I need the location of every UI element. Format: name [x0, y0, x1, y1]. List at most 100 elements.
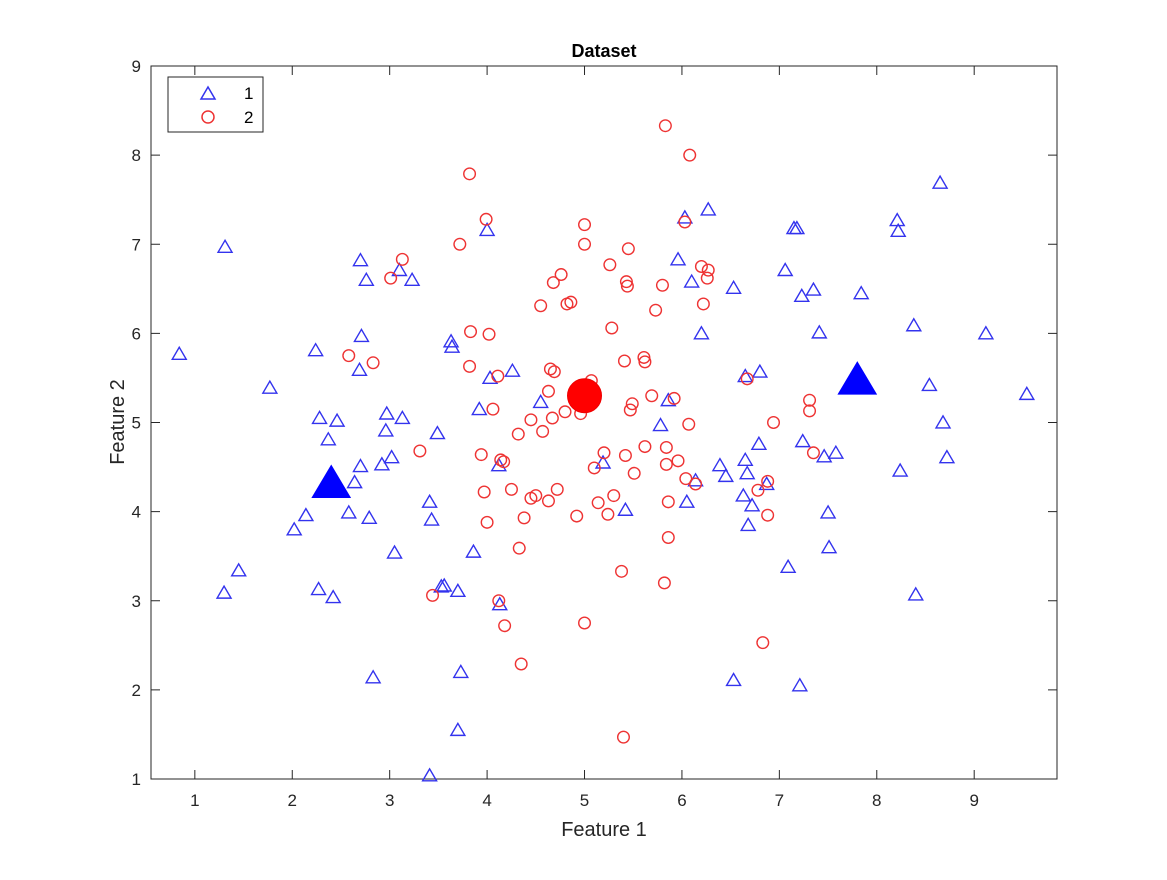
- x-tick-label: 5: [580, 791, 589, 810]
- data-point-series-1: [743, 497, 761, 512]
- data-point-series-2: [545, 411, 559, 425]
- data-point-series-1: [307, 342, 324, 357]
- data-point-series-1: [758, 476, 775, 491]
- centroid-series-1: [311, 464, 352, 499]
- data-point-series-2: [607, 489, 621, 503]
- data-point-series-2: [615, 564, 629, 578]
- data-point-series-2: [578, 616, 592, 630]
- data-point-series-2: [587, 461, 601, 475]
- axes-box: [150, 65, 1058, 780]
- data-point-series-1: [921, 377, 938, 392]
- data-point-series-1: [383, 449, 400, 464]
- data-point-series-2: [541, 384, 555, 398]
- data-point-series-2: [366, 356, 380, 370]
- data-point-series-1: [693, 325, 710, 340]
- data-point-series-1: [905, 317, 923, 332]
- data-point-series-1: [230, 562, 247, 577]
- data-point-series-2: [597, 446, 611, 460]
- data-point-series-2: [657, 576, 671, 590]
- legend-circle-marker: [201, 110, 215, 124]
- data-point-series-1: [738, 465, 756, 480]
- data-point-series-1: [394, 410, 411, 425]
- data-point-series-1: [735, 487, 752, 502]
- data-point-series-1: [750, 435, 768, 450]
- data-point-series-1: [739, 517, 757, 532]
- data-point-series-2: [543, 362, 557, 376]
- data-point-series-1: [889, 222, 907, 237]
- data-point-series-1: [433, 578, 450, 593]
- data-point-series-2: [761, 474, 775, 488]
- data-point-series-1: [285, 521, 303, 536]
- data-point-series-2: [617, 354, 631, 368]
- data-point-series-1: [751, 363, 769, 378]
- x-tick-label: 7: [775, 791, 784, 810]
- data-point-series-2: [756, 636, 770, 650]
- data-point-series-2: [620, 279, 634, 293]
- data-point-series-2: [645, 389, 659, 403]
- data-point-series-2: [658, 119, 672, 133]
- data-point-series-2: [679, 472, 693, 486]
- centroid-markers: [311, 361, 878, 499]
- data-point-series-1: [788, 220, 806, 235]
- data-point-series-1: [815, 448, 833, 463]
- data-point-series-2: [578, 218, 592, 232]
- data-point-series-2: [554, 268, 568, 282]
- data-point-series-1: [700, 201, 717, 216]
- data-point-series-1: [261, 379, 279, 394]
- data-point-series-2: [524, 413, 538, 427]
- data-point-series-1: [297, 507, 315, 522]
- data-point-series-2: [618, 448, 632, 462]
- y-tick-label: 8: [132, 146, 141, 165]
- data-point-series-1: [471, 401, 488, 416]
- data-point-series-2: [623, 403, 637, 417]
- data-point-series-1: [216, 238, 234, 254]
- data-point-series-2: [498, 619, 512, 633]
- data-point-series-2: [740, 372, 754, 386]
- data-point-series-1: [652, 417, 669, 432]
- data-point-series-2: [638, 355, 652, 369]
- data-point-series-1: [391, 262, 408, 277]
- legend: 1 2: [167, 76, 264, 133]
- centroid-series-2: [567, 378, 603, 414]
- y-tick-label: 5: [132, 414, 141, 433]
- data-point-series-1: [678, 493, 696, 508]
- data-point-series-2: [395, 252, 409, 266]
- data-point-series-2: [659, 457, 673, 471]
- data-point-series-2: [426, 588, 440, 602]
- data-point-series-2: [659, 440, 673, 454]
- data-point-series-1: [779, 558, 797, 573]
- data-point-series-1: [811, 324, 828, 339]
- data-point-series-1: [361, 509, 378, 524]
- data-point-series-2: [564, 295, 578, 309]
- legend-triangle-marker: [199, 85, 217, 100]
- data-point-series-2: [803, 393, 817, 407]
- data-point-series-1: [717, 467, 734, 483]
- data-point-series-1: [423, 511, 440, 526]
- data-point-series-1: [436, 577, 453, 592]
- data-point-series-2: [806, 446, 820, 460]
- data-point-series-2: [637, 350, 651, 364]
- data-point-series-2: [479, 212, 493, 226]
- data-point-series-1: [310, 581, 327, 596]
- x-tick-label: 1: [190, 791, 199, 810]
- data-point-series-2: [621, 242, 635, 256]
- data-point-series-2: [655, 278, 669, 292]
- data-point-series-2: [384, 271, 398, 285]
- data-point-series-2: [477, 485, 491, 499]
- data-point-series-2: [661, 495, 675, 509]
- data-point-series-2: [512, 541, 526, 555]
- data-point-series-1: [386, 544, 403, 559]
- data-point-series-1: [793, 287, 810, 303]
- x-tick-label: 4: [482, 791, 491, 810]
- data-point-series-2: [486, 402, 500, 416]
- data-point-series-2: [616, 730, 630, 744]
- y-tick-label: 9: [132, 57, 141, 76]
- data-point-series-1: [324, 589, 342, 604]
- data-point-series-2: [497, 455, 511, 469]
- data-point-series-2: [494, 453, 508, 467]
- data-point-series-2: [683, 148, 697, 162]
- data-point-series-1: [328, 412, 346, 427]
- data-point-series-2: [492, 594, 506, 608]
- x-tick-label: 6: [677, 791, 686, 810]
